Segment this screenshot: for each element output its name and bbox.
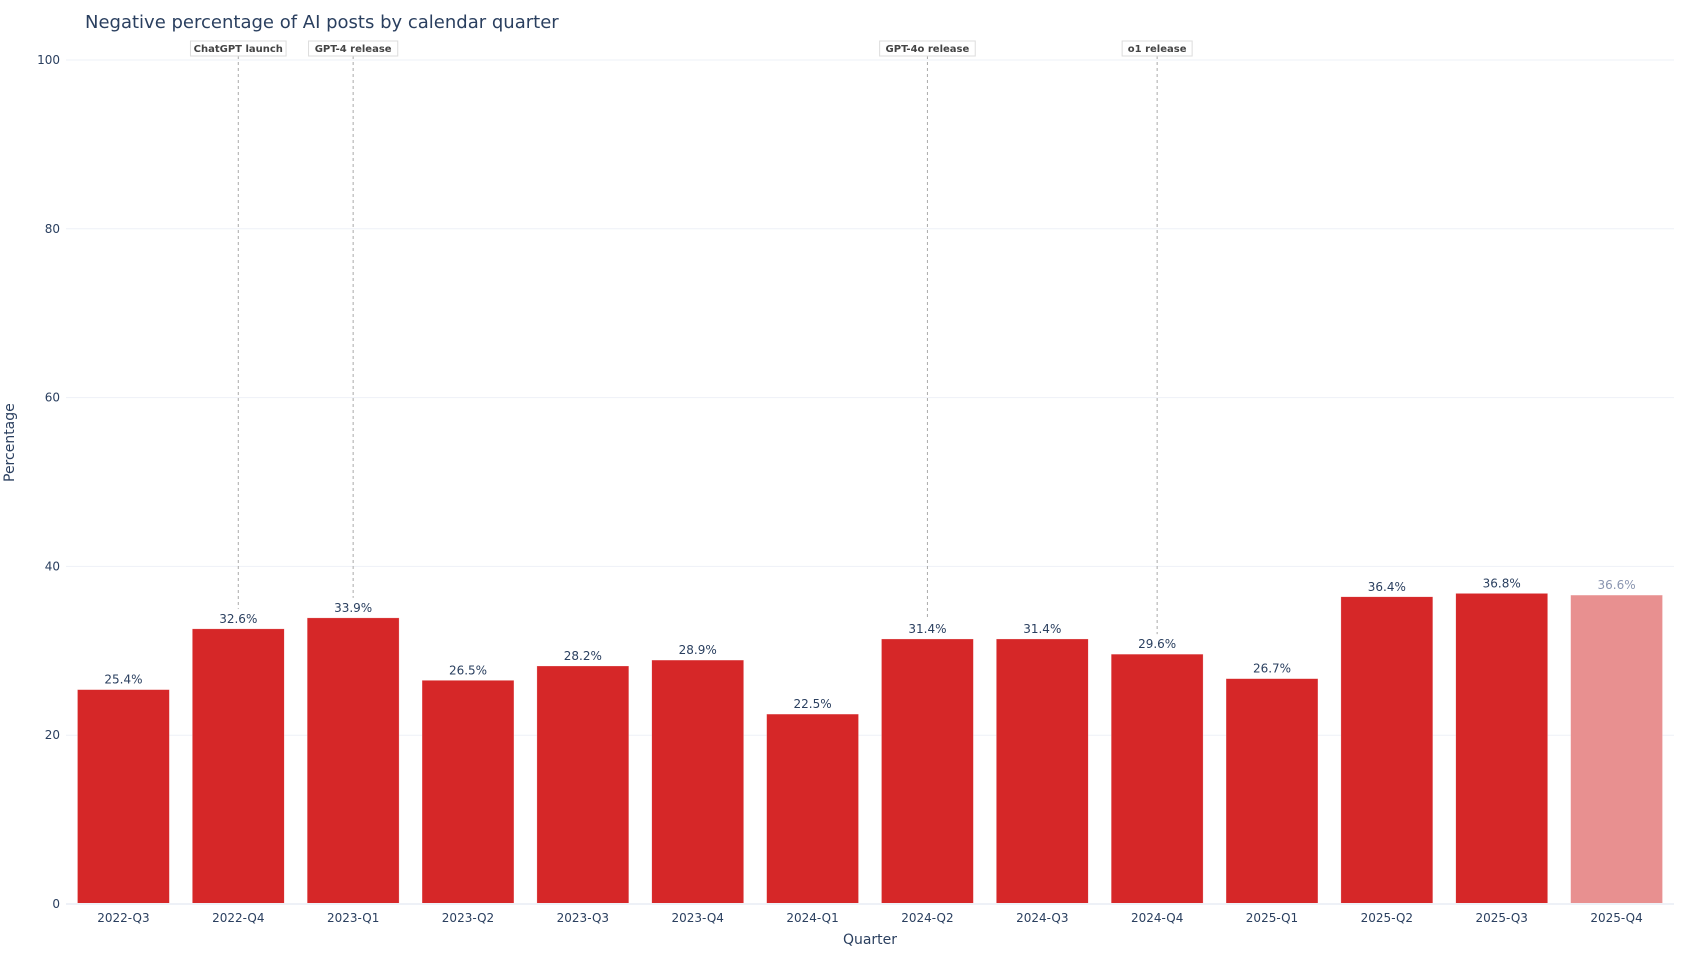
x-tick-label: 2024-Q3	[1016, 911, 1068, 925]
x-tick-label: 2025-Q4	[1590, 911, 1642, 925]
bar-value-label: 36.8%	[1483, 576, 1521, 590]
bar[interactable]	[1340, 596, 1434, 905]
bar[interactable]	[881, 638, 974, 905]
bar-value-label: 25.4%	[104, 673, 142, 687]
bar[interactable]	[996, 638, 1089, 905]
x-tick-label: 2023-Q3	[557, 911, 609, 925]
annotation-box	[189, 40, 287, 57]
bar[interactable]	[77, 689, 170, 905]
x-tick-label: 2022-Q4	[212, 911, 264, 925]
bar[interactable]	[1455, 593, 1548, 905]
annotation-label: GPT-4 release	[315, 44, 392, 55]
bar[interactable]	[651, 659, 744, 905]
y-tick-label: 60	[45, 391, 60, 405]
bar-value-label: 31.4%	[1023, 622, 1061, 636]
x-tick-label: 2025-Q2	[1361, 911, 1413, 925]
bar-value-label: 29.6%	[1138, 637, 1176, 651]
y-tick-label: 0	[52, 897, 60, 911]
bar-value-label: 28.2%	[564, 649, 602, 663]
bar[interactable]	[1225, 678, 1319, 905]
x-tick-label: 2023-Q1	[327, 911, 379, 925]
annotation-box	[879, 40, 976, 57]
bar[interactable]	[766, 713, 859, 905]
annotation-box	[308, 40, 399, 57]
bar-value-label: 28.9%	[679, 643, 717, 657]
bar-value-label: 26.5%	[449, 663, 487, 677]
bar-value-label: 31.4%	[908, 622, 946, 636]
x-axis-label: Quarter	[842, 932, 898, 948]
x-tick-label: 2024-Q2	[901, 911, 953, 925]
bar-value-label: 22.5%	[794, 697, 832, 711]
x-tick-label: 2025-Q1	[1246, 911, 1298, 925]
x-tick-label: 2023-Q2	[442, 911, 494, 925]
bar[interactable]	[1570, 594, 1663, 905]
x-tick-label: 2022-Q3	[97, 911, 149, 925]
annotation-label: o1 release	[1128, 44, 1187, 55]
bar[interactable]	[192, 628, 285, 905]
annotation-label: ChatGPT launch	[194, 44, 283, 55]
bar-value-label: 36.4%	[1368, 580, 1406, 594]
bar[interactable]	[421, 680, 515, 905]
bar-value-label: 33.9%	[334, 601, 372, 615]
bar[interactable]	[306, 617, 400, 905]
bar-value-label: 36.6%	[1598, 578, 1636, 592]
x-tick-label: 2024-Q4	[1131, 911, 1183, 925]
annotation-label: GPT-4o release	[886, 44, 970, 55]
bar[interactable]	[536, 665, 630, 905]
x-tick-label: 2025-Q3	[1476, 911, 1528, 925]
y-tick-label: 40	[45, 559, 60, 573]
bar[interactable]	[1110, 653, 1204, 905]
bar-value-label: 32.6%	[219, 612, 257, 626]
x-tick-label: 2024-Q1	[786, 911, 838, 925]
y-tick-label: 80	[45, 222, 60, 236]
y-tick-label: 100	[37, 53, 60, 67]
y-tick-label: 20	[45, 728, 60, 742]
chart-title: Negative percentage of AI posts by calen…	[85, 12, 559, 33]
x-tick-label: 2023-Q4	[672, 911, 724, 925]
bar-value-label: 26.7%	[1253, 662, 1291, 676]
annotation-box	[1121, 40, 1193, 57]
